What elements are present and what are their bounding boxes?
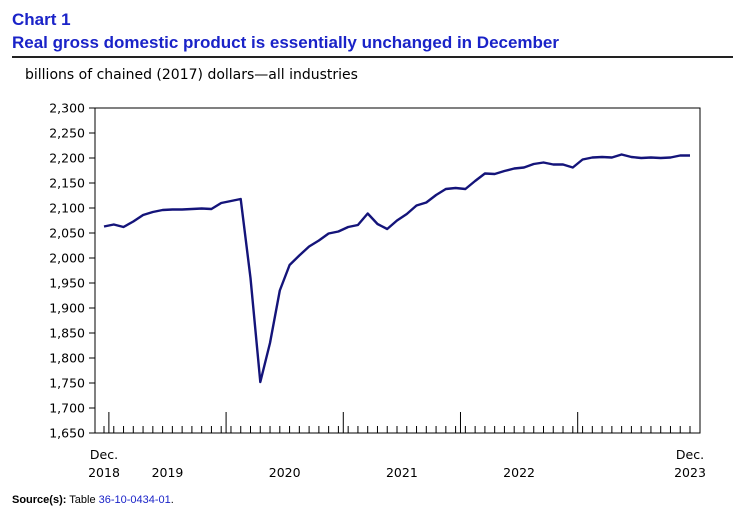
- y-tick-label: 1,750: [49, 376, 85, 391]
- x-tick-label-year: 2021: [386, 465, 418, 480]
- y-tick-label: 2,100: [49, 201, 85, 216]
- y-tick-label: 1,950: [49, 276, 85, 291]
- x-axis-labels: Dec. 2018 2019 2020 2021 2022 Dec. 2023: [88, 447, 706, 480]
- chart-title: Real gross domestic product is essential…: [12, 33, 559, 52]
- y-tick-label: 2,150: [49, 176, 85, 191]
- x-tick-label-year: 2019: [152, 465, 184, 480]
- y-tick-label: 2,000: [49, 251, 85, 266]
- x-tick-label-year: 2018: [88, 465, 120, 480]
- source-table-link[interactable]: 36-10-0434-01: [98, 494, 171, 506]
- source-label: Source(s):: [12, 494, 67, 506]
- source-prefix: Table: [69, 494, 96, 506]
- gdp-series-line: [103, 153, 690, 384]
- x-tick-label-month: Dec.: [676, 447, 704, 462]
- y-tick-label: 1,900: [49, 301, 85, 316]
- source-suffix: .: [170, 494, 174, 506]
- source-note: Source(s): Table 36-10-0434-01.: [12, 494, 174, 506]
- x-tick-label-year: 2023: [674, 465, 706, 480]
- y-tick-label: 1,800: [49, 351, 85, 366]
- y-tick-label: 1,700: [49, 401, 85, 416]
- y-axis-unit-label: billions of chained (2017) dollars—all i…: [25, 67, 358, 83]
- x-axis: [103, 412, 691, 433]
- y-tick-label: 2,250: [49, 126, 85, 141]
- y-tick-label: 1,650: [49, 426, 85, 441]
- title-rule: [12, 56, 733, 58]
- y-tick-label: 2,050: [49, 226, 85, 241]
- chart-number: Chart 1: [12, 10, 71, 29]
- y-tick-label: 2,300: [49, 101, 85, 116]
- plot-area-frame: [94, 107, 701, 434]
- x-tick-label-year: 2022: [503, 465, 535, 480]
- x-tick-label-year: 2020: [269, 465, 301, 480]
- y-axis: 1,650 1,700 1,750 1,800 1,850 1,900 1,950 2,000…: [49, 101, 95, 441]
- y-tick-label: 2,200: [49, 151, 85, 166]
- y-tick-label: 1,850: [49, 326, 85, 341]
- x-tick-label-month: Dec.: [90, 447, 118, 462]
- line-chart: 1,650 1,700 1,750 1,800 1,850 1,900 1,950 2,000…: [49, 101, 706, 481]
